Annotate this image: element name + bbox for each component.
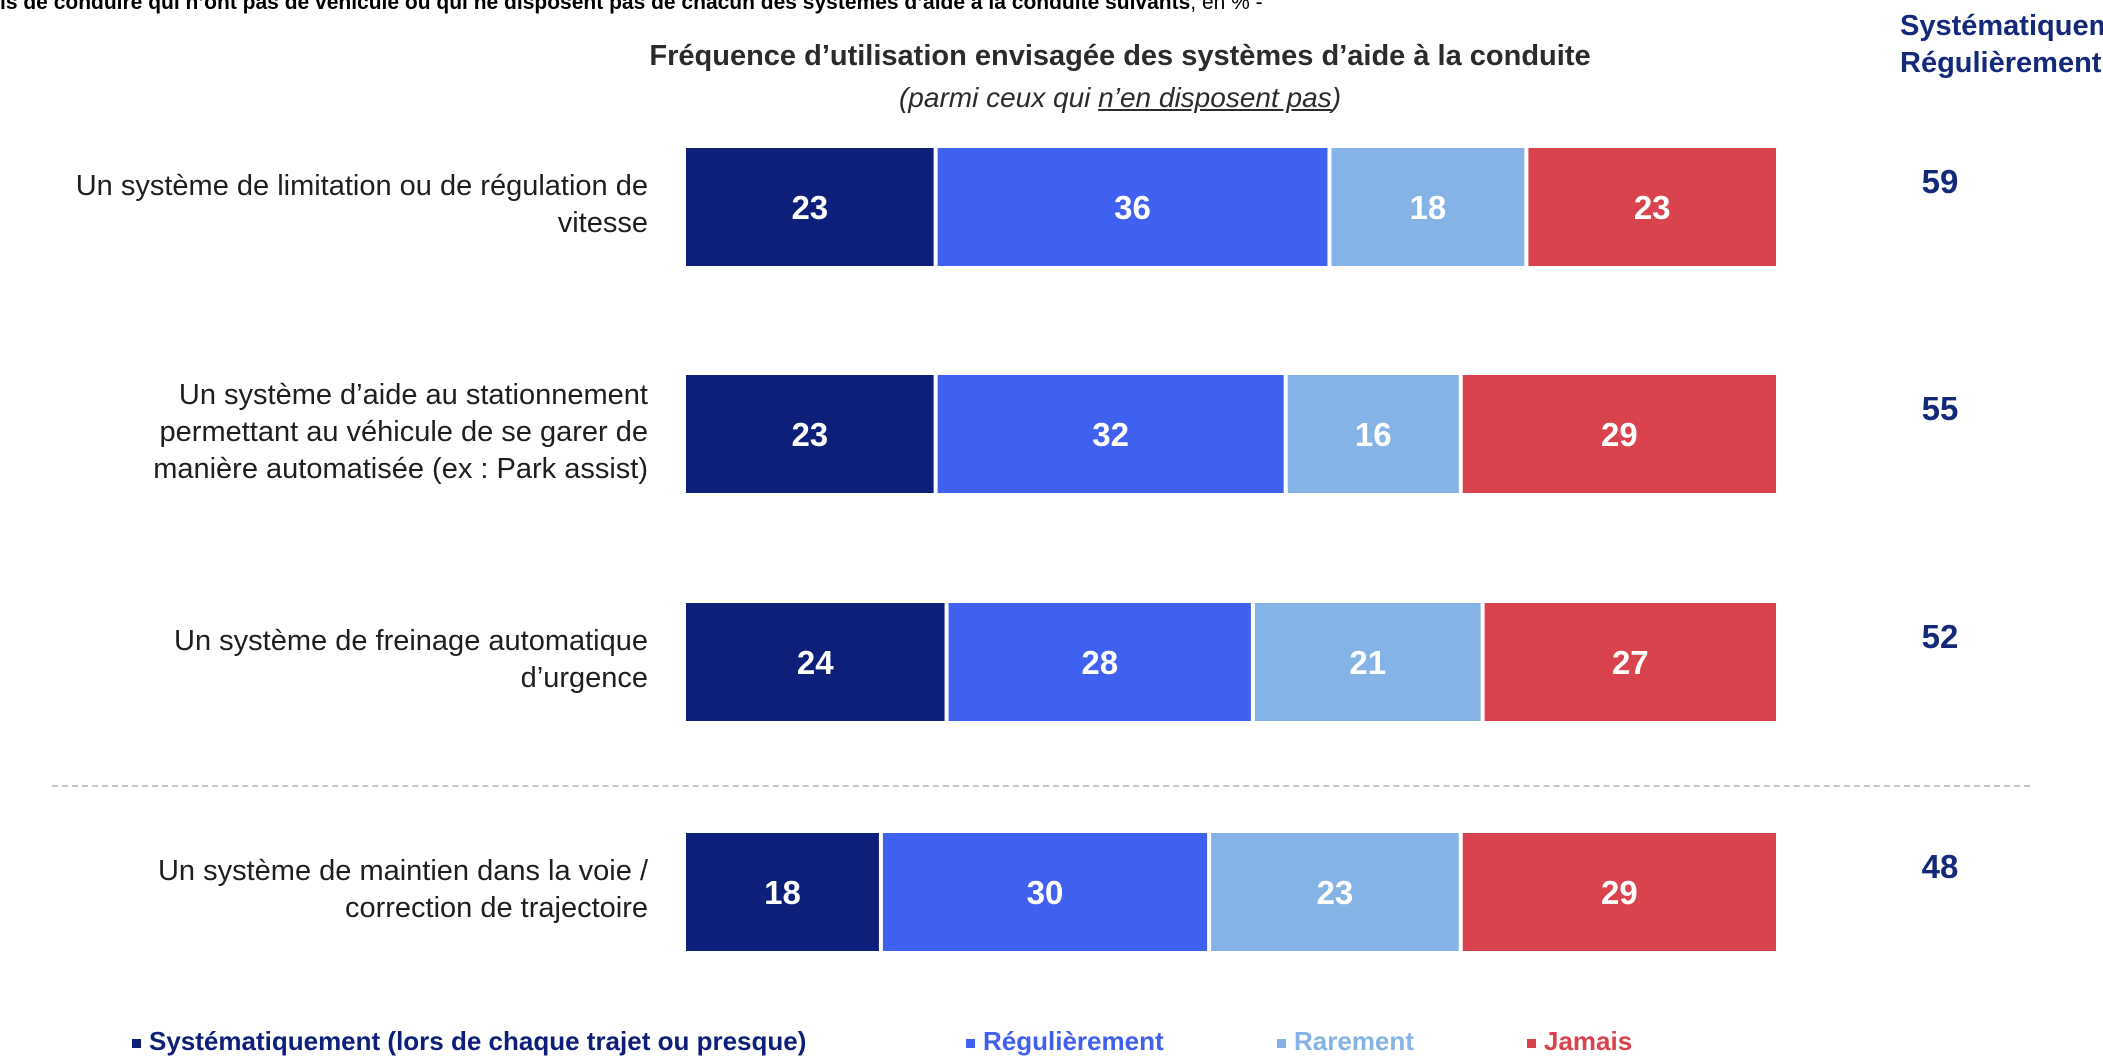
- row-label-line: correction de trajectoire: [344, 892, 648, 924]
- bar-value-label: 27: [1612, 644, 1649, 681]
- legend-swatch: [1277, 1038, 1286, 1048]
- legend-item: Régulièrement: [966, 1026, 1164, 1057]
- bar-value-label: 23: [1317, 874, 1354, 911]
- legend-swatch: [132, 1038, 141, 1048]
- bar-segment: [937, 148, 1328, 266]
- row-label: Un système de limitation ou de régulatio…: [0, 168, 648, 242]
- bar-value-label: 18: [764, 874, 801, 911]
- bar-segment: [1484, 603, 1776, 721]
- bar-value-label: 16: [1355, 416, 1392, 453]
- subtitle-suffix: ): [1331, 82, 1342, 113]
- row-label-line: Un système de limitation ou de régulatio…: [75, 170, 648, 202]
- bar-value-label: 23: [791, 189, 828, 226]
- bar-value-label: 23: [1634, 189, 1671, 226]
- bar-segment: [686, 603, 945, 721]
- legend-label: Rarement: [1294, 1026, 1414, 1056]
- chart-subtitle: (parmi ceux qui n’en disposent pas): [540, 82, 1700, 114]
- bar-value-label: 32: [1092, 416, 1129, 453]
- legend-label: Jamais: [1544, 1026, 1633, 1056]
- bar-value-label: 29: [1601, 416, 1638, 453]
- bar-segment: [1462, 375, 1776, 493]
- bar-value-label: 28: [1081, 644, 1118, 681]
- legend-item: Systématiquement (lors de chaque trajet …: [132, 1026, 806, 1057]
- bar-segment: [686, 375, 934, 493]
- legend-item: Rarement: [1277, 1026, 1414, 1057]
- bar-segment: [1211, 833, 1459, 951]
- bar-segment: [1462, 833, 1776, 951]
- bar-segment: [1287, 375, 1459, 493]
- bar-segment: [937, 375, 1284, 493]
- bar-value-label: 21: [1349, 644, 1386, 681]
- row-label: Un système de freinage automatique d’urge…: [0, 623, 648, 697]
- legend-label: Systématiquement (lors de chaque trajet …: [149, 1026, 807, 1056]
- bar-segment: [1528, 148, 1776, 266]
- totals-header: Systématiquement/ Régulièrement: [1900, 8, 2103, 82]
- row-label-line: d’urgence: [520, 662, 648, 694]
- bar-segment: [686, 833, 879, 951]
- legend-label: Régulièrement: [983, 1026, 1164, 1056]
- bar-value-label: 18: [1410, 189, 1447, 226]
- row-label-line: Un système de freinage automatique: [174, 625, 648, 657]
- bar-value-label: 23: [791, 416, 828, 453]
- row-label-line: Un système d’aide au stationnement: [178, 378, 648, 411]
- bar-segment: [882, 833, 1208, 951]
- source-note: ls de conduire qui n’ont pas de véhicule…: [0, 0, 1700, 15]
- bar-segment: [948, 603, 1251, 721]
- totals-header-line2: Régulièrement: [1900, 47, 2102, 79]
- legend: Systématiquement (lors de chaque trajet …: [132, 1026, 2032, 1060]
- row-label: Un système de maintien dans la voie / cor…: [0, 853, 648, 927]
- row-total: 52: [1921, 618, 1959, 655]
- bar-value-label: 36: [1114, 189, 1151, 226]
- row-label: Un système d’aide au stationnement permet…: [0, 377, 648, 488]
- row-total: 59: [1921, 163, 1959, 200]
- source-note-bold: ls de conduire qui n’ont pas de véhicule…: [0, 0, 1191, 14]
- legend-item: Jamais: [1527, 1026, 1632, 1057]
- chart-title: Fréquence d’utilisation envisagée des sy…: [649, 40, 1591, 72]
- row-label-line: permettant au véhicule de se garer de: [159, 415, 648, 448]
- source-note-tail: , en % -: [1190, 0, 1263, 14]
- bar-value-label: 29: [1601, 874, 1638, 911]
- legend-swatch: [1527, 1038, 1536, 1048]
- subtitle-prefix: (parmi ceux qui: [898, 82, 1099, 113]
- row-total: 48: [1921, 848, 1959, 885]
- totals-header-line1: Systématiquement/: [1900, 10, 2103, 42]
- row-total: 55: [1921, 390, 1959, 427]
- row-label-line: Un système de maintien dans la voie /: [157, 855, 648, 887]
- row-label-line: vitesse: [557, 207, 648, 239]
- bar-value-label: 24: [797, 644, 834, 681]
- subtitle-underlined: n’en disposent pas: [1098, 82, 1332, 113]
- bar-segment: [1254, 603, 1481, 721]
- bar-segment: [686, 148, 934, 266]
- bar-value-label: 30: [1027, 874, 1064, 911]
- legend-swatch: [966, 1038, 975, 1048]
- group-divider: [52, 785, 2030, 787]
- row-label-line: manière automatisée (ex : Park assist): [153, 452, 648, 485]
- bar-segment: [1331, 148, 1525, 266]
